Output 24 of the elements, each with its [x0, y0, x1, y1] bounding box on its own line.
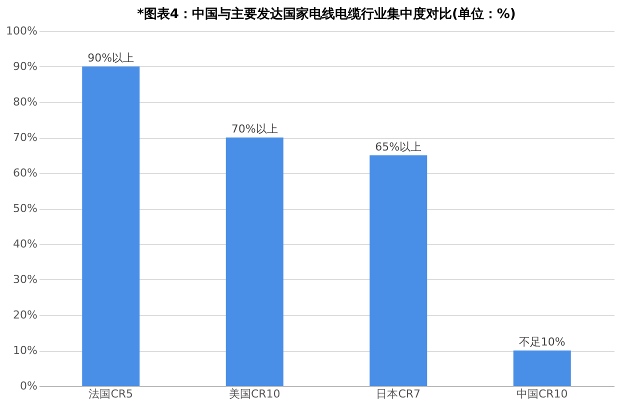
bar [82, 66, 140, 386]
y-tick-label: 70% [13, 131, 38, 144]
y-tick-label: 40% [13, 238, 38, 250]
y-tick-label: 100% [6, 24, 38, 38]
y-tick-label: 0% [20, 380, 38, 392]
x-tick-label: 法国CR5 [88, 388, 134, 400]
x-tick-label: 中国CR10 [516, 388, 568, 400]
y-tick-label: 90% [13, 60, 38, 73]
y-tick-label: 50% [13, 202, 38, 215]
y-tick-label: 20% [13, 308, 38, 322]
y-tick-label: 30% [13, 273, 38, 286]
y-tick-label: 10% [13, 344, 38, 357]
data-label: 70%以上 [231, 122, 278, 136]
data-label: 不足10% [518, 336, 566, 348]
bar [513, 350, 571, 386]
bar [370, 155, 428, 386]
data-label: 65%以上 [375, 140, 422, 154]
x-tick-label: 美国CR10 [228, 388, 280, 400]
y-tick-label: 80% [13, 96, 38, 108]
y-tick-label: 60% [13, 166, 38, 180]
data-label: 90%以上 [88, 52, 134, 64]
chart-title: *图表4：中国与主要发达国家电线电缆行业集中度对比(单位：%) [137, 6, 516, 22]
bar [226, 138, 284, 386]
x-tick-label: 日本CR7 [376, 388, 421, 400]
